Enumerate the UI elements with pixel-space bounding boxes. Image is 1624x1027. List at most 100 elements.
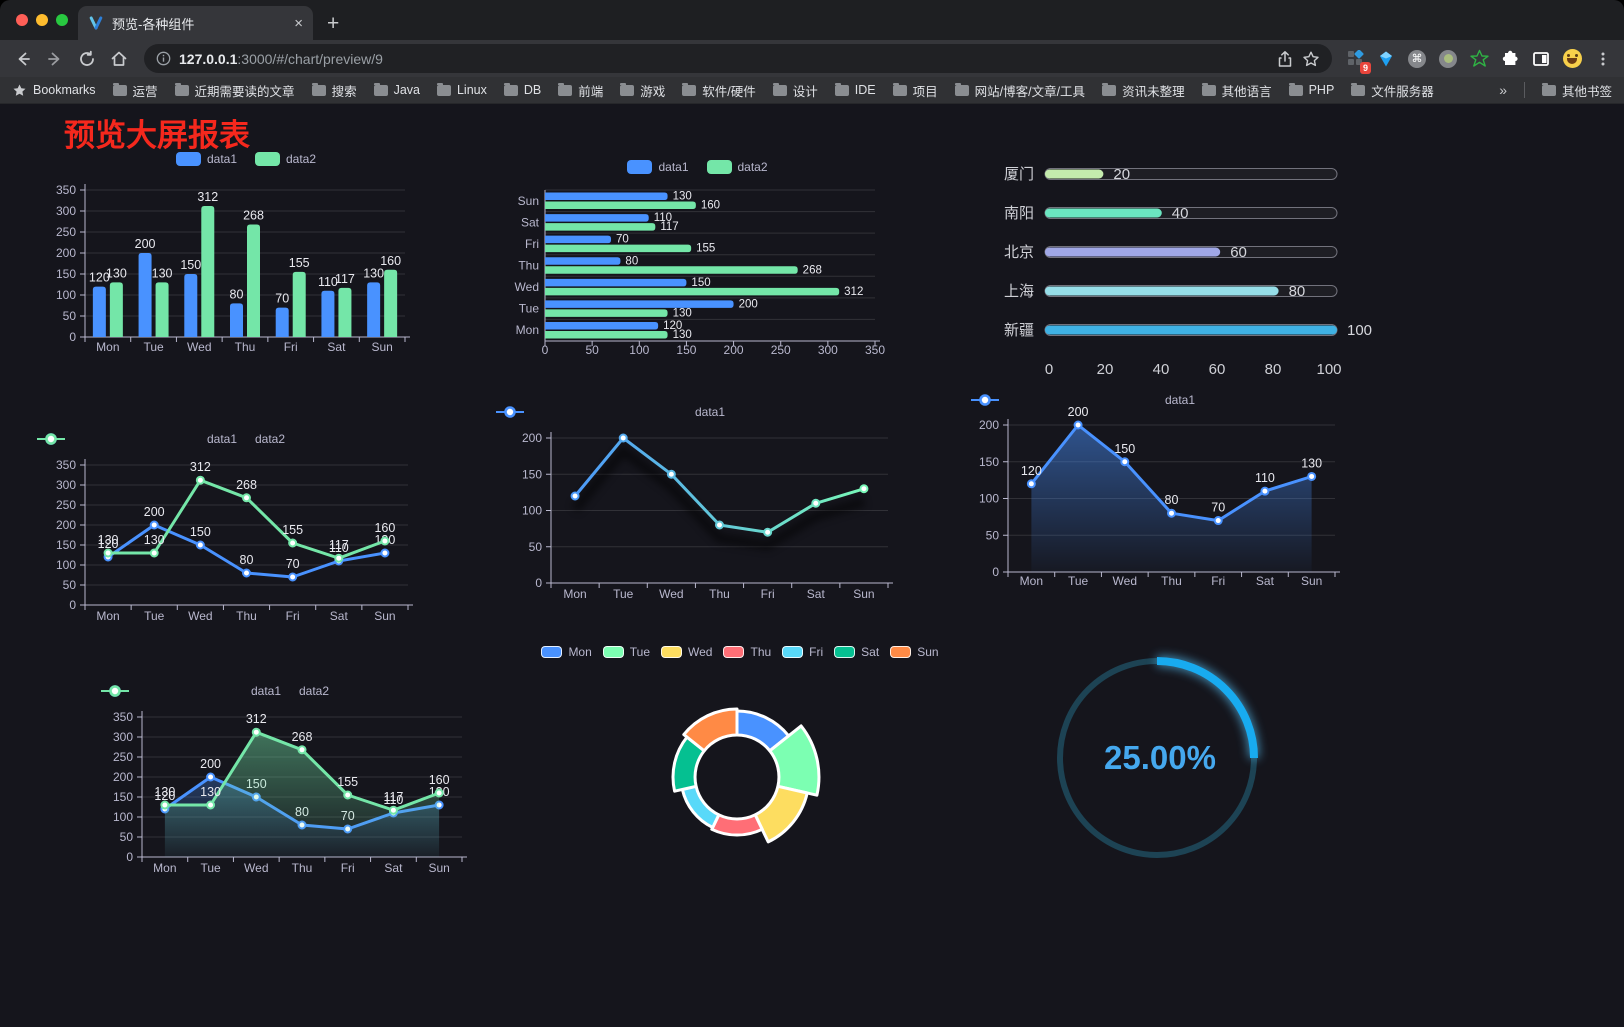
legend-item[interactable]: data2	[706, 160, 768, 174]
two-series-area-chart[interactable]: data1 data2 0 50 100 150 200 250 300 350 Mon Tue Wed…	[100, 678, 480, 893]
new-tab-button[interactable]: +	[327, 12, 340, 35]
extensions-puzzle-icon[interactable]	[1499, 48, 1521, 70]
folder-icon	[954, 82, 969, 96]
svg-text:Sun: Sun	[1301, 574, 1322, 588]
legend-swatch	[890, 646, 912, 658]
bookmarks-overflow-chevron[interactable]: »	[1499, 82, 1507, 98]
legend-item[interactable]: Tue	[602, 645, 650, 659]
home-button[interactable]	[106, 46, 132, 72]
browser-tab[interactable]: 预览-各种组件 ×	[78, 6, 313, 40]
bookmark-folder[interactable]: 其他语言	[1201, 81, 1272, 100]
legend-item[interactable]: data2	[37, 432, 285, 446]
bookmark-folder[interactable]: 项目	[892, 81, 938, 100]
svg-text:100: 100	[629, 343, 649, 357]
bookmark-folder[interactable]: DB	[503, 81, 541, 100]
emoji-extension-icon[interactable]	[1561, 48, 1583, 70]
legend-swatch	[175, 152, 201, 166]
bookmark-folder[interactable]: 游戏	[620, 81, 665, 100]
rose-pie-chart[interactable]: Mon Tue Wed Thu Fri Sat Sun	[540, 640, 940, 890]
close-window-button[interactable]	[16, 14, 28, 26]
svg-text:200: 200	[56, 518, 76, 532]
bookmark-folder[interactable]: 设计	[772, 81, 818, 100]
svg-text:130: 130	[673, 191, 692, 203]
bookmark-folder[interactable]: Linux	[436, 81, 487, 100]
legend-item[interactable]: Sat	[834, 645, 879, 659]
legend-item[interactable]: Wed	[661, 645, 712, 659]
legend-item[interactable]: data1	[37, 432, 237, 446]
city-progress-bar-chart[interactable]: 厦门 20 南阳 40 北京 60 上海 80 新疆 100 0 20 40 60 80 100	[1000, 150, 1390, 390]
bookmark-folder[interactable]: IDE	[834, 81, 876, 100]
bookmark-folder[interactable]: Java	[373, 81, 420, 100]
legend-item[interactable]: Thu	[723, 645, 771, 659]
svg-text:268: 268	[803, 264, 822, 276]
legend-swatch	[706, 160, 732, 174]
tab-close-icon[interactable]: ×	[294, 14, 303, 32]
bookmark-folder[interactable]: 网站/博客/文章/工具	[954, 81, 1085, 100]
folder-icon	[892, 82, 907, 96]
svg-text:200: 200	[135, 237, 156, 251]
legend-item[interactable]: data1	[971, 393, 1195, 407]
legend-item[interactable]: data1	[101, 684, 281, 698]
svg-text:150: 150	[979, 455, 999, 469]
svg-text:350: 350	[56, 183, 76, 197]
svg-text:312: 312	[197, 190, 218, 204]
svg-text:100: 100	[56, 288, 76, 302]
window-controls	[16, 14, 68, 26]
bookmark-folder[interactable]: PHP	[1288, 81, 1334, 100]
other-bookmarks[interactable]: 其他书签	[1541, 81, 1612, 100]
tab-strip: 预览-各种组件 × +	[0, 0, 1624, 40]
bookmark-folder[interactable]: 近期需要读的文章	[174, 81, 295, 100]
green-star-extension-icon[interactable]	[1468, 48, 1490, 70]
bookmark-star-icon[interactable]	[1302, 50, 1320, 68]
legend-item[interactable]: data1	[627, 160, 689, 174]
area-line-chart[interactable]: data1 0 50 100 150 200 Mon Tue Wed Thu Fri Sat Sun 12…	[970, 392, 1390, 607]
site-info-icon[interactable]	[156, 51, 171, 66]
recorder-extension-icon[interactable]	[1437, 48, 1459, 70]
legend-item[interactable]: Fri	[782, 645, 823, 659]
bookmark-folder[interactable]: 软件/硬件	[682, 81, 756, 100]
url-text[interactable]: 127.0.0.1:3000/#/chart/preview/9	[179, 51, 1268, 67]
reload-button[interactable]	[74, 46, 100, 72]
svg-text:200: 200	[522, 431, 542, 445]
command-extension-icon[interactable]: ⌘	[1406, 48, 1428, 70]
svg-text:50: 50	[529, 540, 543, 554]
forward-button[interactable]	[42, 46, 68, 72]
bookmark-folder[interactable]: 前端	[558, 81, 603, 100]
legend-item[interactable]: data2	[255, 152, 316, 166]
svg-text:160: 160	[701, 200, 720, 212]
legend-item[interactable]: data2	[101, 684, 329, 698]
zoom-window-button[interactable]	[56, 14, 68, 26]
svg-text:130: 130	[673, 307, 692, 319]
bookmark-folder[interactable]: 运营	[112, 81, 158, 100]
bookmarks-divider	[1523, 82, 1525, 98]
bookmark-folder[interactable]: 搜索	[311, 81, 357, 100]
two-series-line-chart[interactable]: data1 data2 0 50 100 150 200 250 300 350 Mon Tue Wed…	[36, 426, 456, 641]
bookmarks-manager[interactable]: Bookmarks	[12, 83, 96, 98]
horizontal-bar-chart[interactable]: data1 data2 0 50 100 150 200 250 300 350 130 160 Sun…	[500, 152, 895, 367]
back-button[interactable]	[10, 46, 36, 72]
legend-item[interactable]: Sun	[890, 645, 939, 659]
url-host: 127.0.0.1	[179, 50, 238, 67]
legend-item[interactable]: data1	[175, 152, 237, 166]
legend-item[interactable]: data1	[496, 405, 725, 419]
grid-extension-icon[interactable]: 9	[1344, 48, 1371, 74]
browser-menu-icon[interactable]	[1592, 48, 1614, 70]
svg-text:Tue: Tue	[143, 340, 164, 354]
gauge-chart[interactable]: 25.00%	[1040, 640, 1280, 885]
url-path: :3000/#/chart/preview/9	[237, 50, 383, 67]
diamond-extension-icon[interactable]	[1375, 48, 1397, 70]
svg-text:110: 110	[383, 793, 403, 807]
minimize-window-button[interactable]	[36, 14, 48, 26]
gradient-line-chart[interactable]: data1 0 50 100 150 200 Mon Tue Wed Thu Fri Sat Sun	[495, 402, 925, 617]
bookmark-folder[interactable]: 文件服务器	[1351, 81, 1434, 100]
bookmark-folder[interactable]: 资讯未整理	[1102, 81, 1185, 100]
url-bar[interactable]: 127.0.0.1:3000/#/chart/preview/9	[144, 44, 1332, 73]
svg-text:120: 120	[1021, 464, 1042, 478]
svg-text:Sat: Sat	[384, 861, 403, 875]
svg-text:Wed: Wed	[659, 587, 683, 601]
folder-icon	[1351, 82, 1366, 96]
share-icon[interactable]	[1276, 50, 1294, 68]
legend-item[interactable]: Mon	[541, 645, 592, 659]
side-panel-icon[interactable]	[1530, 48, 1552, 70]
grouped-bar-chart[interactable]: data1 data2 0 50 100 150 200 250 300 350 Mon Tue Wed…	[36, 150, 456, 365]
